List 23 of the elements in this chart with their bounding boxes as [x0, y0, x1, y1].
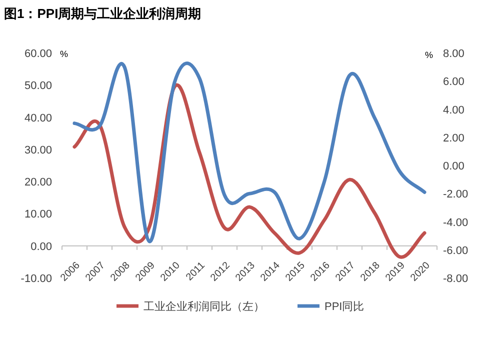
y-tick-label: 20.00 — [24, 176, 52, 189]
y2-tick-label: -2.00 — [443, 188, 468, 201]
y-tick-label: -10.00 — [20, 273, 52, 285]
y2-tick-label: 4.00 — [443, 104, 464, 116]
y-tick-label: 30.00 — [24, 144, 52, 156]
y2-tick-label: -8.00 — [443, 273, 468, 285]
line-series — [72, 84, 426, 259]
legend-label: 工业企业利润同比（左） — [144, 300, 264, 313]
legend-label: PPI同比 — [324, 300, 364, 313]
y2-tick-label: -6.00 — [443, 244, 468, 257]
y-tick-label: 0.00 — [30, 240, 52, 253]
y-tick-label: 40.00 — [24, 112, 52, 124]
y-tick-label: 50.00 — [24, 80, 52, 92]
y2-tick-label: 0.00 — [443, 160, 464, 172]
y2-tick-label: -4.00 — [443, 216, 468, 229]
y-axis-title: % — [60, 49, 68, 59]
chart-title: 图1：PPI周期与工业企业利润周期 — [4, 6, 202, 21]
y-tick-label: 60.00 — [24, 48, 52, 60]
y2-tick-label: 6.00 — [443, 76, 464, 88]
y2-axis-title: % — [425, 50, 434, 60]
y2-tick-label: 8.00 — [443, 48, 464, 60]
y2-tick-label: 2.00 — [443, 132, 464, 144]
y-tick-label: 10.00 — [24, 208, 52, 221]
